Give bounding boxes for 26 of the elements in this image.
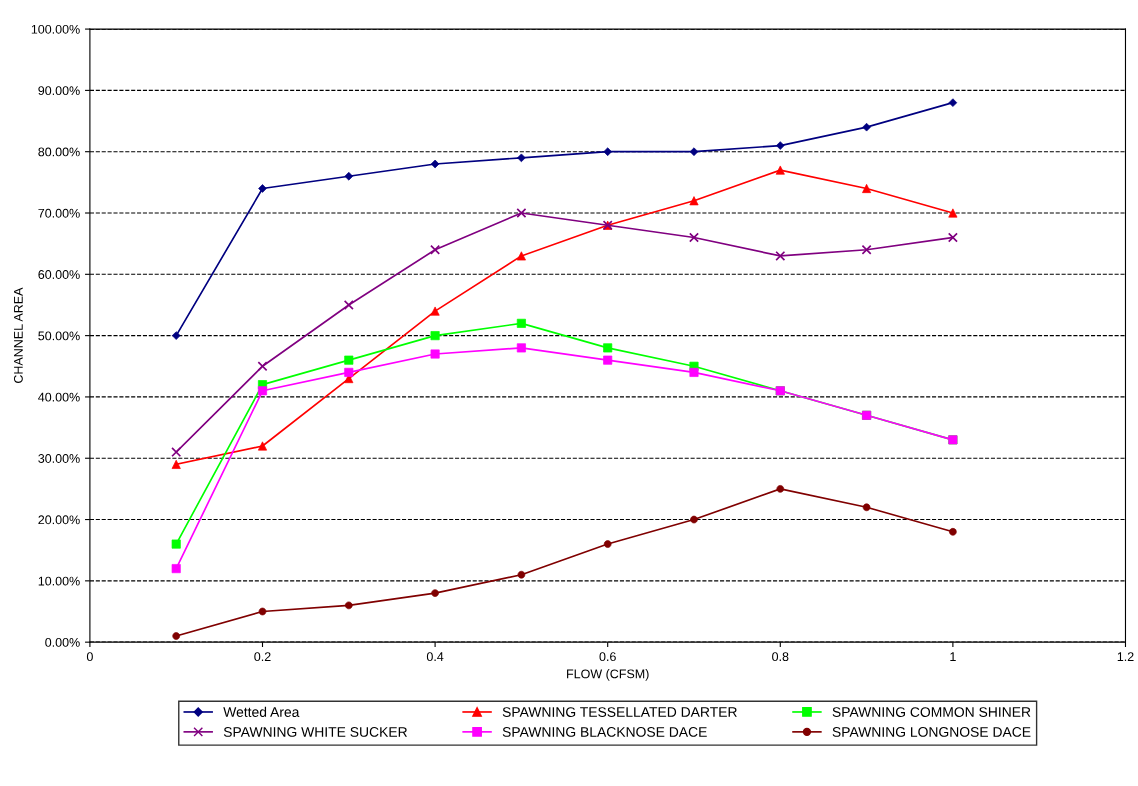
legend-label: SPAWNING LONGNOSE DACE [832, 727, 1031, 737]
x-axis-title: FLOW (CFSM) [567, 669, 649, 681]
legend-label: SPAWNING TESSELLATED DARTER [502, 707, 737, 717]
x-tick-label: 1 [950, 652, 956, 661]
y-tick-label: 0.00% [45, 637, 80, 647]
x-tick-label: 1.2 [1117, 652, 1134, 661]
y-tick-label: 10.00% [38, 576, 80, 586]
legend-label: SPAWNING BLACKNOSE DACE [502, 727, 707, 737]
x-tick-label: 0.6 [599, 652, 616, 662]
legend-label: Wetted Area [223, 706, 300, 717]
y-tick-label: 80.00% [38, 147, 80, 157]
y-tick-label: 30.00% [38, 454, 80, 463]
y-tick-label: 60.00% [38, 270, 80, 279]
y-tick-label: 50.00% [38, 331, 80, 341]
x-tick-label: 0 [86, 652, 93, 662]
y-tick-label: 20.00% [38, 515, 80, 525]
y-tick-label: 70.00% [38, 208, 80, 218]
legend-label: SPAWNING WHITE SUCKER [223, 727, 407, 737]
y-tick-label: 100.00% [31, 24, 80, 34]
x-tick-label: 0.4 [426, 652, 444, 662]
y-axis-title: CHANNEL AREA [13, 287, 23, 384]
y-tick-label: 90.00% [38, 86, 80, 96]
x-tick-label: 0.8 [772, 652, 789, 662]
y-tick-label: 40.00% [38, 392, 80, 402]
legend-label: SPAWNING COMMON SHINER [832, 707, 1031, 717]
x-tick-label: 0.2 [254, 652, 271, 662]
